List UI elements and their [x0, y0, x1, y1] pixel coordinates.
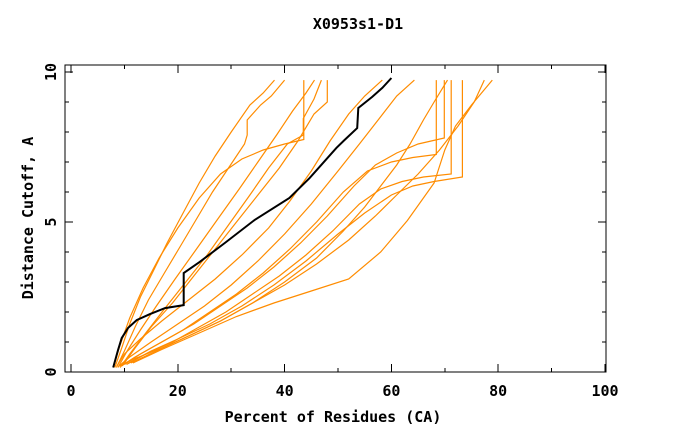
series-orange-model-15	[118, 79, 449, 367]
plot-area: 0 20 40 60 80 100 0 5 10	[42, 63, 619, 400]
x-tick-label: 20	[169, 382, 187, 400]
x-tick-label: 0	[66, 382, 75, 400]
x-tick-label: 60	[382, 382, 400, 400]
series-orange-model-12	[128, 80, 463, 364]
x-tick-label: 100	[591, 382, 618, 400]
y-tick-label: 5	[42, 217, 60, 226]
series-orange-model-10	[124, 80, 445, 366]
y-axis-label: Distance Cutoff, A	[19, 137, 37, 300]
series-orange-model-14	[132, 79, 493, 364]
axis-ticks	[65, 65, 606, 373]
series-highlighted-model	[112, 77, 393, 368]
x-tick-label: 40	[276, 382, 294, 400]
series-orange-model-2	[115, 79, 286, 368]
series-orange-model-3	[113, 80, 305, 367]
y-tick-label: 0	[42, 367, 60, 376]
series-orange-model-6	[121, 80, 328, 367]
series-orange-model-4	[117, 79, 316, 368]
y-tick-label: 10	[42, 63, 60, 81]
plot-frame	[64, 64, 607, 373]
series-orange-model-5	[119, 79, 322, 368]
x-tick-label: 80	[489, 382, 507, 400]
series-orange-model-8	[118, 79, 415, 367]
x-axis-label: Percent of Residues (CA)	[225, 408, 442, 426]
series-orange-model-1	[114, 79, 275, 368]
series-orange-model-11	[126, 80, 452, 366]
series-orange-model-7	[116, 79, 383, 367]
chart-title: X0953s1-D1	[313, 15, 403, 33]
series-orange-model-9	[120, 80, 437, 367]
